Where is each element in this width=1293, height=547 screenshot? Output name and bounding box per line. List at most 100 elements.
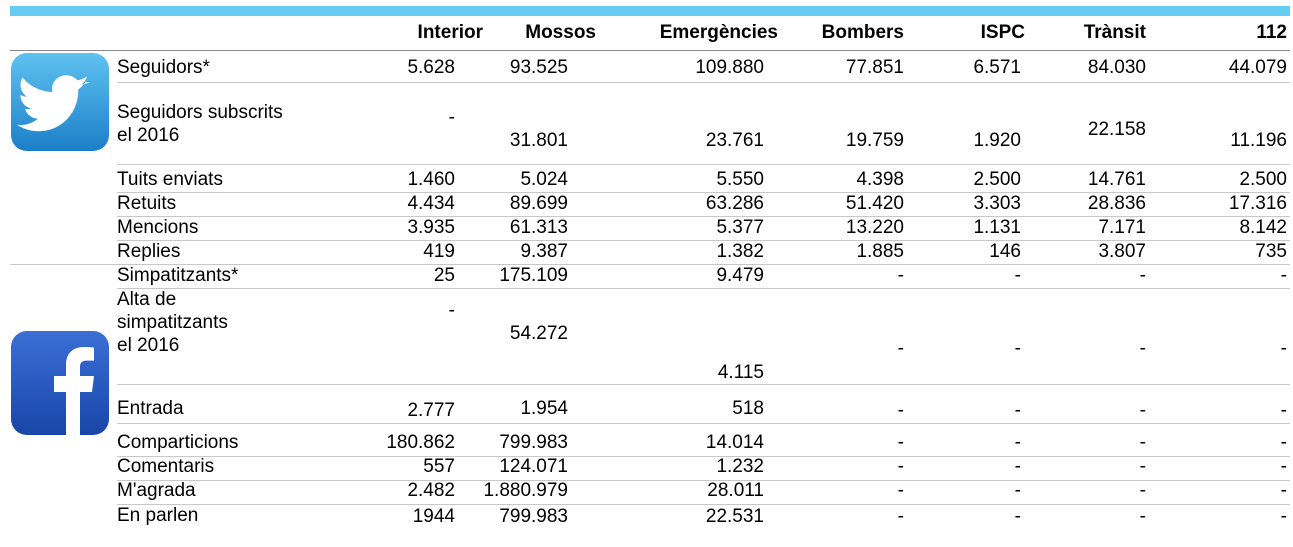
- cell: 2.777: [407, 400, 455, 421]
- cell: -: [1280, 480, 1287, 501]
- cell: 1.232: [716, 456, 764, 477]
- cell: 13.220: [845, 217, 904, 238]
- row-separator: [10, 264, 1290, 265]
- cell: 77.851: [845, 57, 904, 78]
- row-separator: [117, 240, 1290, 241]
- row-label: Seguidors subscrits: [117, 102, 283, 123]
- cell: 3.935: [407, 217, 455, 238]
- cell: 9.387: [520, 241, 568, 262]
- row-separator: [117, 82, 1290, 83]
- row-separator: [117, 288, 1290, 289]
- row-label: Replies: [117, 241, 181, 262]
- cell: 22.158: [1087, 119, 1146, 140]
- cell: 84.030: [1087, 57, 1146, 78]
- row-label: Seguidors*: [117, 57, 210, 78]
- top-bar: [10, 6, 1290, 16]
- cell: 14.014: [705, 432, 764, 453]
- cell: 17.316: [1228, 193, 1287, 214]
- row-label: el 2016: [117, 335, 180, 356]
- row-label: Mencions: [117, 217, 199, 238]
- cell: -: [897, 480, 904, 501]
- cell: 735: [1255, 241, 1287, 262]
- column-header: Bombers: [821, 22, 904, 43]
- cell: 93.525: [509, 57, 568, 78]
- cell: -: [1014, 480, 1021, 501]
- cell: -: [897, 338, 904, 359]
- column-header: Trànsit: [1083, 22, 1146, 43]
- cell: 419: [423, 241, 455, 262]
- cell: -: [1139, 338, 1146, 359]
- cell: 799.983: [499, 506, 568, 527]
- column-header: Emergències: [659, 22, 778, 43]
- row-separator: [117, 384, 1290, 385]
- cell: -: [1014, 400, 1021, 421]
- row-label: Retuits: [117, 193, 177, 214]
- header-rule: [10, 50, 1290, 51]
- cell: 11.196: [1230, 130, 1287, 151]
- cell: 51.420: [845, 193, 904, 214]
- cell: 4.115: [717, 362, 764, 383]
- cell: 1.382: [716, 241, 764, 262]
- cell: -: [1280, 265, 1287, 286]
- cell: 4.398: [856, 169, 904, 190]
- cell: 63.286: [705, 193, 764, 214]
- cell: -: [1139, 265, 1146, 286]
- cell: 5.628: [407, 57, 455, 78]
- cell: 1.954: [520, 398, 568, 419]
- cell: 89.699: [509, 193, 568, 214]
- cell: 124.071: [499, 456, 568, 477]
- cell: -: [1014, 456, 1021, 477]
- cell: 2.500: [1239, 169, 1287, 190]
- cell: -: [448, 300, 455, 321]
- cell: 9.479: [716, 265, 764, 286]
- cell: 44.079: [1228, 57, 1287, 78]
- cell: 14.761: [1087, 169, 1146, 190]
- cell: 25: [433, 265, 455, 286]
- cell: -: [1139, 456, 1146, 477]
- cell: 31.801: [509, 130, 568, 151]
- cell: -: [897, 400, 904, 421]
- cell: -: [1139, 480, 1146, 501]
- cell: -: [1280, 506, 1287, 527]
- cell: 1.885: [856, 241, 904, 262]
- cell: 7.171: [1098, 217, 1146, 238]
- cell: 22.531: [705, 506, 764, 527]
- cell: 3.303: [973, 193, 1021, 214]
- row-label: Comparticions: [117, 432, 239, 453]
- column-header: Mossos: [525, 22, 596, 43]
- cell: 1.920: [973, 130, 1021, 151]
- cell: -: [897, 432, 904, 453]
- cell: 54.272: [509, 323, 568, 344]
- cell: 109.880: [695, 57, 764, 78]
- cell: 5.550: [716, 169, 764, 190]
- cell: -: [897, 265, 904, 286]
- cell: -: [1139, 400, 1146, 421]
- row-separator: [117, 480, 1290, 481]
- twitter-icon: [11, 53, 109, 151]
- cell: -: [1280, 456, 1287, 477]
- column-header: ISPC: [980, 22, 1025, 43]
- cell: -: [897, 506, 904, 527]
- cell: 1944: [412, 506, 455, 527]
- cell: 61.313: [509, 217, 568, 238]
- cell: 19.759: [845, 130, 904, 151]
- cell: 146: [989, 241, 1021, 262]
- row-label: Comentaris: [117, 456, 215, 477]
- cell: 6.571: [973, 57, 1021, 78]
- row-label: En parlen: [117, 505, 199, 526]
- cell: 23.761: [705, 130, 764, 151]
- cell: 8.142: [1239, 217, 1287, 238]
- row-separator: [117, 192, 1290, 193]
- cell: -: [897, 456, 904, 477]
- cell: 2.500: [973, 169, 1021, 190]
- cell: 1.880.979: [483, 480, 568, 501]
- cell: 1.131: [973, 217, 1021, 238]
- cell: -: [1280, 432, 1287, 453]
- cell: -: [1280, 338, 1287, 359]
- cell: 175.109: [499, 265, 568, 286]
- row-separator: [117, 504, 1290, 505]
- row-label: simpatitzants: [117, 312, 228, 333]
- cell: -: [1014, 338, 1021, 359]
- column-header: 112: [1256, 22, 1287, 43]
